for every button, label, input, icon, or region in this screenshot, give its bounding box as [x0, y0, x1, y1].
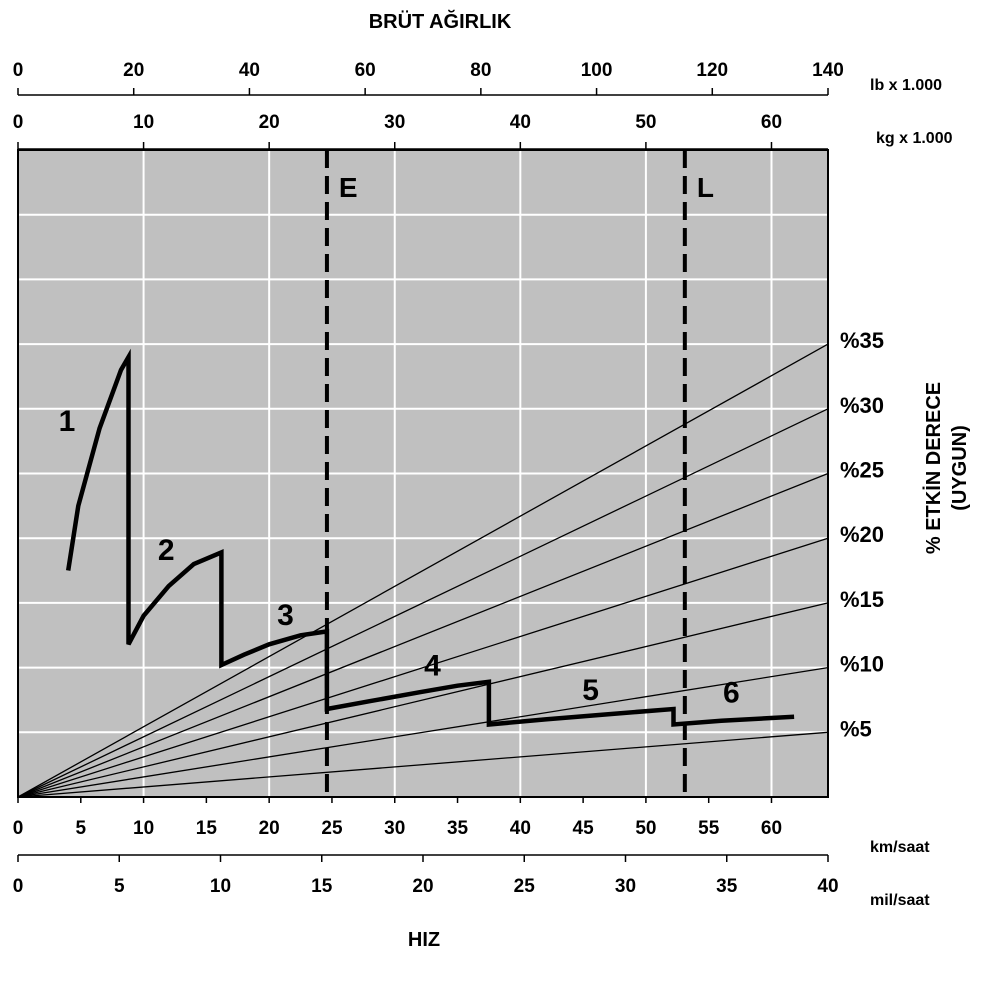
- top-lb-tick-label: 20: [123, 60, 144, 81]
- y-axis-label: % ETKİN DERECE (UYGUN): [922, 382, 971, 554]
- bottom-mph-tick-label: 20: [412, 876, 433, 897]
- bottom-kmh-tick-label: 15: [196, 818, 218, 839]
- grade-label: %15: [840, 587, 884, 612]
- top-kg-tick-label: 50: [635, 112, 656, 133]
- x-axis-label: HIZ: [408, 929, 440, 951]
- bottom-mph-tick-label: 15: [311, 876, 333, 897]
- bottom-mph-tick-label: 5: [114, 876, 125, 897]
- bottom-kmh-tick-label: 20: [259, 818, 280, 839]
- top-kg-tick-label: 40: [510, 112, 531, 133]
- y-axis-label-line2: (UYGUN): [949, 425, 971, 511]
- top-kg-tick-label: 60: [761, 112, 782, 133]
- gear-labels: 1 2 3 4 5 6: [59, 405, 740, 710]
- bottom-kmh-tick-label: 30: [384, 818, 405, 839]
- grade-label: %5: [840, 716, 872, 741]
- bottom-mph-tick-label: 35: [716, 876, 738, 897]
- grade-label: %20: [840, 522, 884, 547]
- bottom-kmh-axis: 0 5 10 15 20 25 30 35 40 45 50 55 60: [13, 797, 782, 839]
- bottom-mph-tick-label: 0: [13, 876, 24, 897]
- grade-label: %25: [840, 458, 884, 483]
- bottom-kmh-tick-label: 35: [447, 818, 469, 839]
- gear-label: 4: [424, 649, 441, 682]
- reference-label: E: [339, 172, 358, 203]
- top-lb-axis: 0 20 40 60 80 100 120 140: [13, 60, 844, 96]
- top-lb-tick-label: 120: [696, 60, 728, 81]
- bottom-kmh-tick-label: 60: [761, 818, 782, 839]
- grade-line: [17, 731, 829, 798]
- top-lb-tick-label: 80: [470, 60, 491, 81]
- grade-line: [17, 408, 829, 798]
- grade-line: [17, 602, 829, 798]
- grade-line: [17, 537, 829, 798]
- reference-label: L: [697, 172, 714, 203]
- top-kg-axis: 0 10 20 30 40 50 60: [13, 112, 828, 150]
- top-lb-tick-label: 140: [812, 60, 844, 81]
- bottom-mph-unit: mil/saat: [870, 892, 930, 909]
- gear-label: 2: [158, 534, 175, 567]
- bottom-mph-tick-label: 25: [514, 876, 536, 897]
- bottom-mph-tick-label: 40: [817, 876, 838, 897]
- gear-label: 3: [277, 599, 294, 632]
- top-kg-tick-label: 20: [259, 112, 280, 133]
- top-lb-tick-label: 40: [239, 60, 260, 81]
- y-axis-label-line1: % ETKİN DERECE: [922, 382, 945, 554]
- bottom-kmh-tick-label: 25: [321, 818, 343, 839]
- bottom-kmh-tick-label: 10: [133, 818, 154, 839]
- grade-label: %10: [840, 652, 884, 677]
- rimpull-curve: [65, 348, 795, 727]
- grade-label: %30: [840, 393, 884, 418]
- bottom-mph-axis: 0 5 10 15 20 25 30 35 40: [13, 854, 839, 897]
- gear-label: 6: [723, 677, 740, 710]
- bottom-kmh-tick-label: 0: [13, 818, 24, 839]
- bottom-kmh-tick-label: 50: [635, 818, 656, 839]
- top-lb-tick-label: 0: [13, 60, 24, 81]
- bottom-mph-tick-label: 10: [210, 876, 231, 897]
- grade-line: [17, 666, 829, 798]
- grade-line: [17, 343, 829, 798]
- grade-line: [17, 472, 829, 798]
- gear-label: 5: [582, 674, 599, 707]
- bottom-kmh-unit: km/saat: [870, 839, 930, 856]
- bottom-kmh-tick-label: 5: [76, 818, 87, 839]
- top-lb-tick-label: 60: [355, 60, 376, 81]
- top-kg-tick-label: 30: [384, 112, 405, 133]
- top-kg-unit: kg x 1.000: [876, 130, 953, 147]
- grade-lines: %35 %30 %25 %20 %15 %10 %5: [17, 328, 884, 798]
- bottom-mph-tick-label: 30: [615, 876, 636, 897]
- bottom-kmh-tick-label: 55: [698, 818, 720, 839]
- top-kg-tick-label: 0: [13, 112, 24, 133]
- bottom-kmh-tick-label: 45: [573, 818, 595, 839]
- top-lb-unit: lb x 1.000: [870, 77, 942, 94]
- grade-label: %35: [840, 328, 884, 353]
- chart-title: BRÜT AĞIRLIK: [369, 9, 512, 33]
- plot-border: [17, 149, 829, 798]
- top-kg-tick-label: 10: [133, 112, 154, 133]
- gear-label: 1: [59, 405, 76, 438]
- bottom-kmh-tick-label: 40: [510, 818, 531, 839]
- top-lb-tick-label: 100: [581, 60, 613, 81]
